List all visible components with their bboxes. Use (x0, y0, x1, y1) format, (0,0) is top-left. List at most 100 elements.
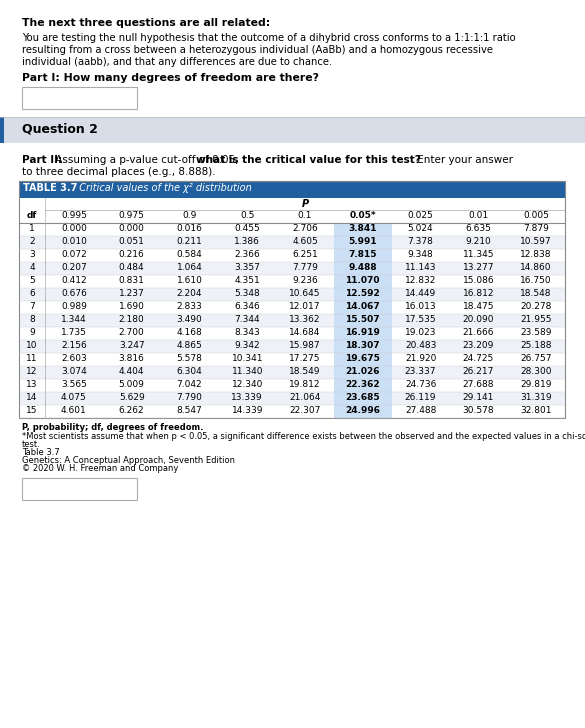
Text: 18.549: 18.549 (289, 367, 321, 376)
Text: 17.535: 17.535 (405, 315, 436, 324)
Text: 0.975: 0.975 (119, 211, 144, 220)
Text: 15.507: 15.507 (346, 315, 380, 324)
Text: 0.051: 0.051 (119, 237, 144, 246)
Text: 6.346: 6.346 (235, 302, 260, 311)
Bar (334, 314, 392, 327)
Text: 5: 5 (29, 276, 35, 285)
Text: 2.366: 2.366 (235, 250, 260, 259)
Text: 26.757: 26.757 (521, 354, 552, 363)
Text: 1.386: 1.386 (234, 237, 260, 246)
Text: 7.815: 7.815 (349, 250, 377, 259)
Text: 0.995: 0.995 (61, 211, 87, 220)
Text: TABLE 3.7: TABLE 3.7 (23, 183, 77, 193)
Bar (334, 392, 392, 405)
Text: 7.378: 7.378 (408, 237, 433, 246)
Text: 23.589: 23.589 (521, 328, 552, 337)
Text: 32.801: 32.801 (521, 406, 552, 415)
Text: 19.675: 19.675 (345, 354, 380, 363)
Text: 23.685: 23.685 (346, 393, 380, 402)
Text: 7.879: 7.879 (523, 224, 549, 233)
Text: 4.865: 4.865 (177, 341, 202, 350)
Text: resulting from a cross between a heterozygous individual (AaBb) and a homozygous: resulting from a cross between a heteroz… (22, 45, 493, 55)
Text: 15.987: 15.987 (289, 341, 321, 350)
Text: 23.209: 23.209 (463, 341, 494, 350)
Text: df: df (27, 211, 37, 220)
Text: 21.026: 21.026 (346, 367, 380, 376)
Bar (334, 288, 392, 301)
Text: 1: 1 (29, 224, 35, 233)
Text: 8: 8 (29, 315, 35, 324)
Bar (19, 181, 565, 198)
Text: 16.750: 16.750 (520, 276, 552, 285)
Bar (19, 198, 565, 210)
Bar (19, 249, 565, 262)
Text: 0.000: 0.000 (61, 224, 87, 233)
Text: Assuming a p-value cut-off of 0.05,: Assuming a p-value cut-off of 0.05, (52, 155, 242, 165)
Bar (22, 87, 137, 109)
Text: 2.603: 2.603 (61, 354, 87, 363)
Text: 14.067: 14.067 (345, 302, 380, 311)
Text: 0.831: 0.831 (119, 276, 144, 285)
Text: 13: 13 (26, 380, 38, 389)
Text: 20.483: 20.483 (405, 341, 436, 350)
Text: 4: 4 (29, 263, 35, 272)
Text: 14.684: 14.684 (290, 328, 321, 337)
Text: 16.013: 16.013 (405, 302, 436, 311)
Text: 3.565: 3.565 (61, 380, 87, 389)
Text: 21.666: 21.666 (463, 328, 494, 337)
Text: 14.339: 14.339 (232, 406, 263, 415)
Text: 3.490: 3.490 (177, 315, 202, 324)
Bar (334, 340, 392, 353)
Text: 0.676: 0.676 (61, 289, 87, 298)
Text: 9.236: 9.236 (292, 276, 318, 285)
Text: 0.216: 0.216 (119, 250, 144, 259)
Text: individual (aabb), and that any differences are due to chance.: individual (aabb), and that any differen… (22, 57, 332, 67)
Text: 2.156: 2.156 (61, 341, 87, 350)
Text: 1.610: 1.610 (177, 276, 202, 285)
Text: 10.597: 10.597 (520, 237, 552, 246)
Bar (334, 327, 392, 340)
Text: 5.009: 5.009 (119, 380, 144, 389)
Text: 4.351: 4.351 (235, 276, 260, 285)
Text: 4.605: 4.605 (292, 237, 318, 246)
Text: 9.210: 9.210 (466, 237, 491, 246)
Text: Table 3.7: Table 3.7 (22, 448, 60, 457)
Text: 0.025: 0.025 (408, 211, 433, 220)
Text: 4.404: 4.404 (119, 367, 144, 376)
Text: 6.304: 6.304 (177, 367, 202, 376)
Bar (19, 262, 565, 275)
Text: 9: 9 (29, 328, 35, 337)
Text: 3.247: 3.247 (119, 341, 144, 350)
Bar (334, 275, 392, 288)
Text: 22.362: 22.362 (346, 380, 380, 389)
Bar (19, 275, 565, 288)
Text: P, probability; df, degrees of freedom.: P, probability; df, degrees of freedom. (22, 423, 204, 432)
Text: 7.790: 7.790 (177, 393, 202, 402)
Text: Enter your answer: Enter your answer (414, 155, 513, 165)
Text: 7.042: 7.042 (177, 380, 202, 389)
Text: 28.300: 28.300 (521, 367, 552, 376)
Text: 9.342: 9.342 (235, 341, 260, 350)
Text: 21.064: 21.064 (290, 393, 321, 402)
Text: 3: 3 (29, 250, 35, 259)
Text: 0.01: 0.01 (468, 211, 488, 220)
Text: 27.688: 27.688 (463, 380, 494, 389)
Text: 6.635: 6.635 (466, 224, 491, 233)
Bar (19, 301, 565, 314)
Text: 12.838: 12.838 (521, 250, 552, 259)
Bar (334, 249, 392, 262)
Text: 29.141: 29.141 (463, 393, 494, 402)
Text: 3.074: 3.074 (61, 367, 87, 376)
Text: 24.736: 24.736 (405, 380, 436, 389)
Text: 10.341: 10.341 (232, 354, 263, 363)
Text: 0.484: 0.484 (119, 263, 144, 272)
Bar (334, 405, 392, 418)
Text: 2.700: 2.700 (119, 328, 144, 337)
Text: what is the critical value for this test?: what is the critical value for this test… (196, 155, 421, 165)
Text: 0.211: 0.211 (177, 237, 202, 246)
Text: P: P (301, 199, 308, 209)
Text: 5.629: 5.629 (119, 393, 144, 402)
Text: 18.307: 18.307 (346, 341, 380, 350)
Text: 6.262: 6.262 (119, 406, 144, 415)
Text: The next three questions are all related:: The next three questions are all related… (22, 18, 270, 28)
